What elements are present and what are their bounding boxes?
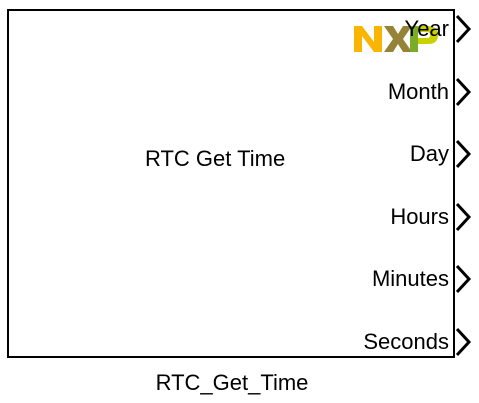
output-port-hours-arrow-icon[interactable] xyxy=(454,202,474,232)
port-label-year: Year xyxy=(404,16,449,41)
output-port-month-arrow-icon[interactable] xyxy=(454,77,474,107)
block-name: RTC_Get_Time xyxy=(155,370,309,395)
port-label-hours: Hours xyxy=(390,204,449,229)
block-label: RTC Get Time xyxy=(145,146,286,171)
port-label-month: Month xyxy=(387,79,449,104)
output-port-seconds-arrow-icon[interactable] xyxy=(454,327,474,357)
output-port-minutes-arrow-icon[interactable] xyxy=(454,264,474,294)
port-label-seconds: Seconds xyxy=(363,329,449,354)
output-port-day-arrow-icon[interactable] xyxy=(454,139,474,169)
output-port-year-arrow-icon[interactable] xyxy=(454,14,474,44)
port-label-minutes: Minutes xyxy=(371,266,449,291)
port-label-day: Day xyxy=(409,141,449,166)
nxp-logo-icon xyxy=(354,26,438,52)
rtc-get-time-block[interactable] xyxy=(7,9,455,358)
